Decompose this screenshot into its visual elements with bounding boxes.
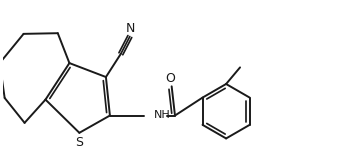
Text: S: S <box>75 136 83 149</box>
Text: O: O <box>165 72 175 85</box>
Text: NH: NH <box>154 110 171 120</box>
Text: N: N <box>126 22 135 35</box>
